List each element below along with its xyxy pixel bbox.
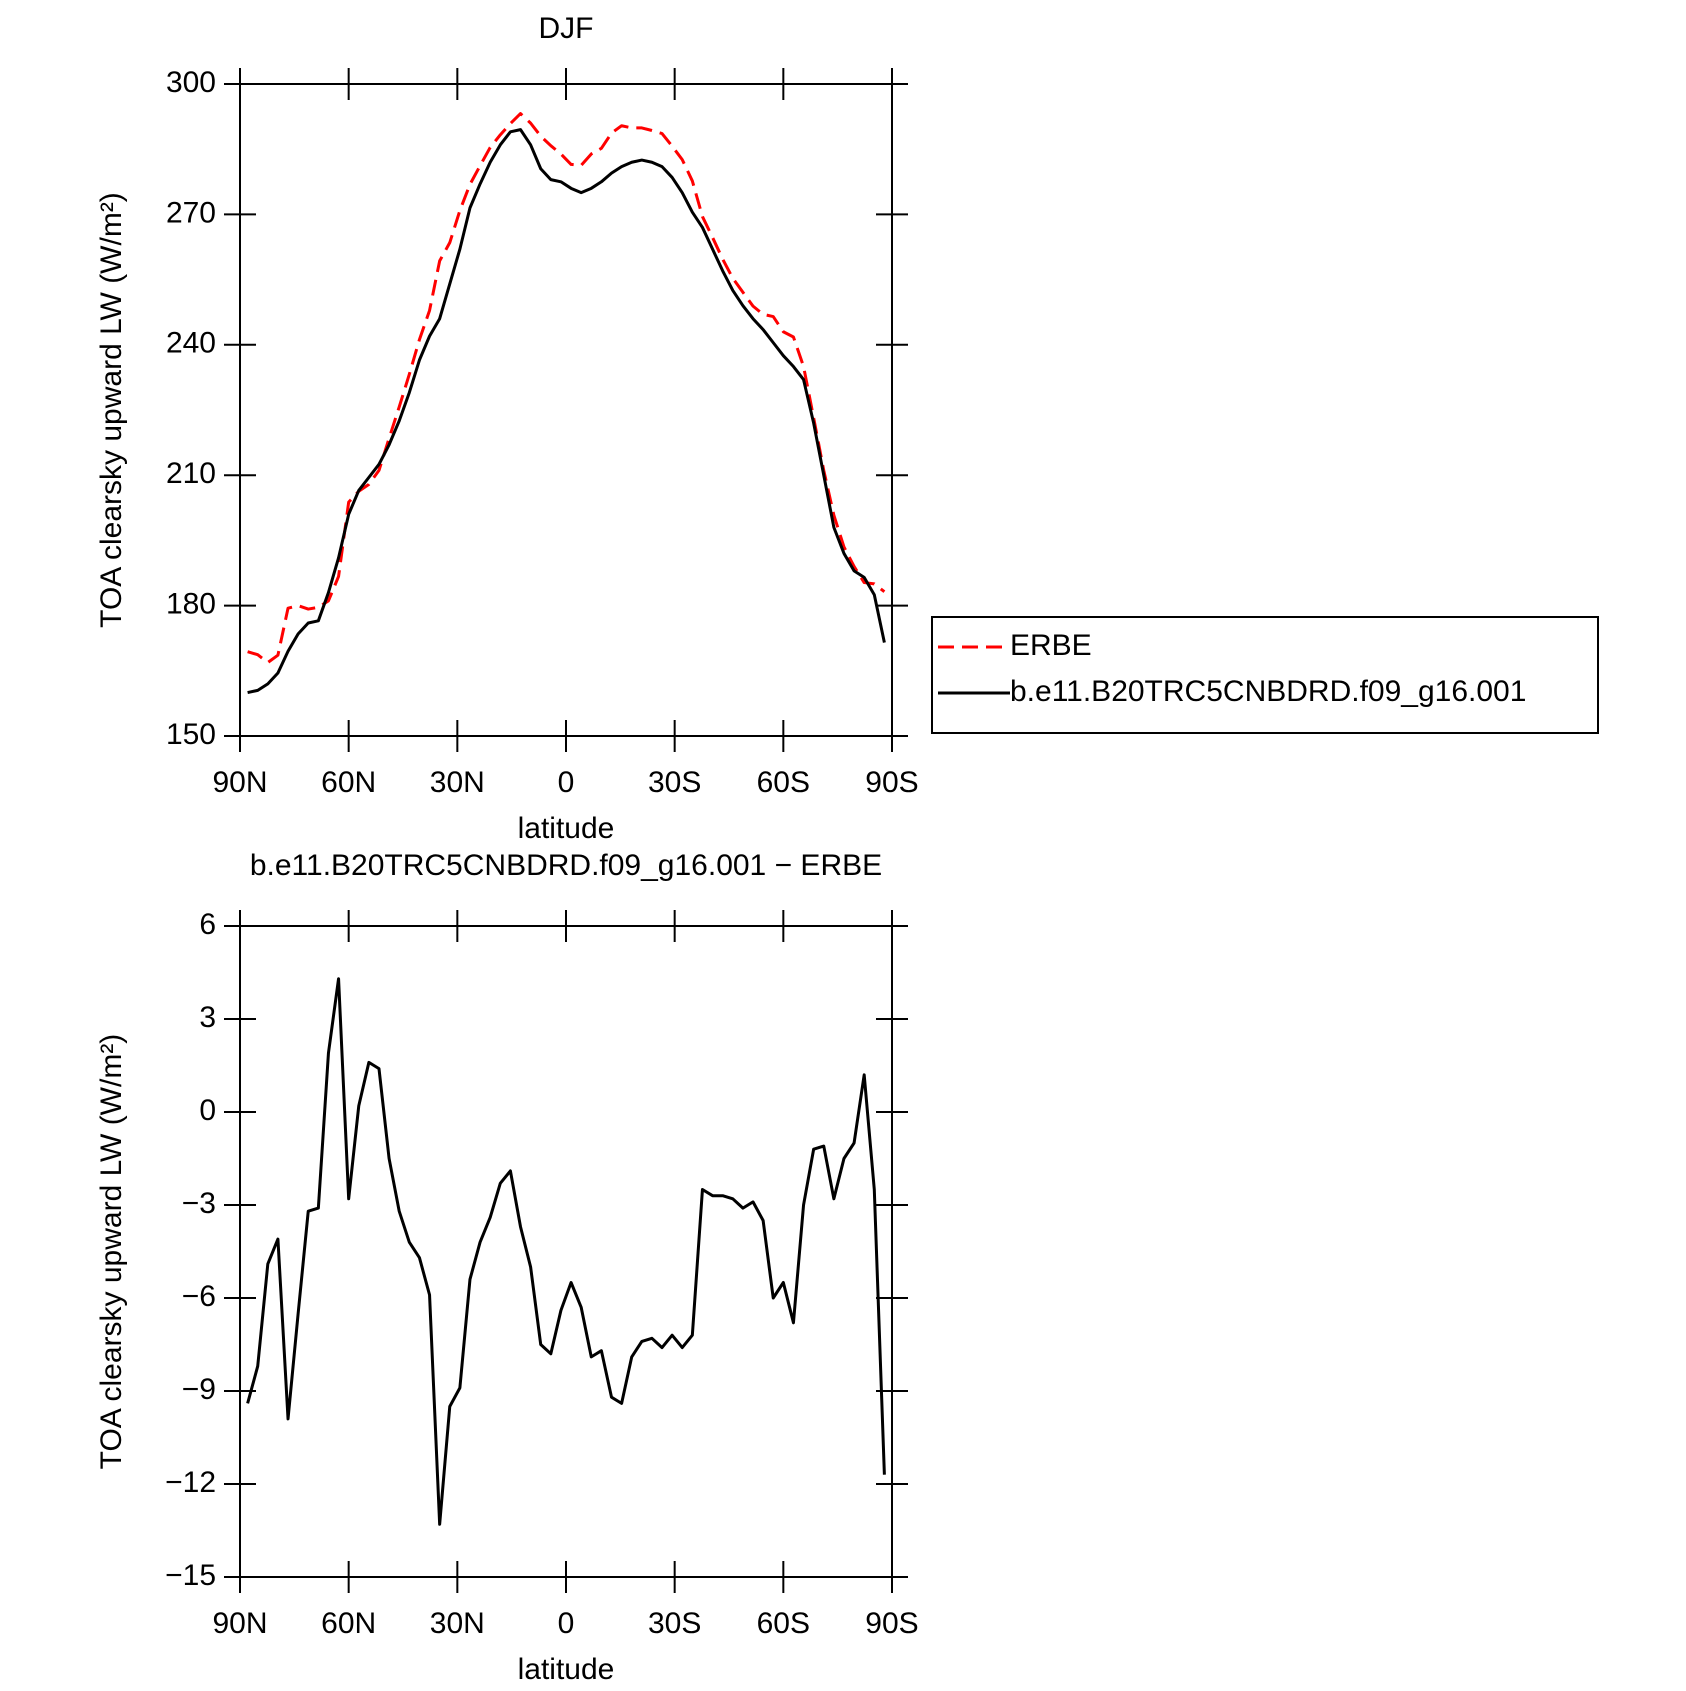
legend-box (931, 616, 1599, 734)
x-tick-label: 60N (321, 766, 376, 799)
plot-frame (239, 925, 893, 1578)
x-tick-label: 90S (865, 766, 918, 799)
plot: b.e11.B20TRC5CNBDRD.f09_g16.001 − ERBE −1… (95, 849, 919, 1686)
data-line (247, 112, 886, 665)
y-tick-label: −6 (182, 1280, 216, 1313)
y-tick-label: 3 (199, 1001, 216, 1034)
x-tick-label: 90S (865, 1607, 918, 1640)
y-tick-label: 6 (199, 908, 216, 941)
x-tick-label: 30N (430, 1607, 485, 1640)
x-axis-label: latitude (518, 812, 615, 845)
x-tick-label: 90N (212, 766, 267, 799)
y-tick-label: −15 (165, 1559, 216, 1592)
plot-frame (239, 83, 893, 737)
x-tick-label: 0 (558, 1607, 575, 1640)
x-tick-label: 30S (648, 1607, 701, 1640)
y-tick-label: 180 (166, 588, 216, 621)
y-tick-label: 210 (166, 457, 216, 490)
plot: DJF 150 180 210 240 270 300 90N 60N 30N 0 30S 60S 90S… (95, 12, 1599, 845)
y-tick-label: 300 (166, 66, 216, 99)
legend-label: b.e11.B20TRC5CNBDRD.f09_g16.001 (1010, 675, 1526, 708)
y-tick-label: −9 (182, 1373, 216, 1406)
y-tick-label: −12 (165, 1466, 216, 1499)
x-axis-label: latitude (518, 1653, 615, 1686)
x-tick-label: 30N (430, 766, 485, 799)
x-tick-label: 60N (321, 1607, 376, 1640)
x-tick-label: 30S (648, 766, 701, 799)
chart-title: DJF (539, 12, 594, 45)
y-tick-label: −3 (182, 1187, 216, 1220)
legend: ERBE b.e11.B20TRC5CNBDRD.f09_g16.001 (931, 616, 1599, 734)
x-tick-label: 0 (558, 766, 575, 799)
y-tick-label: 150 (166, 718, 216, 751)
x-tick-label: 90N (212, 1607, 267, 1640)
y-axis-label: TOA clearsky upward LW (W/m²) (95, 1034, 128, 1470)
data-line (246, 977, 886, 1526)
y-tick-label: 240 (166, 327, 216, 360)
data-line (247, 128, 886, 694)
y-tick-label: 0 (199, 1094, 216, 1127)
x-tick-label: 60S (757, 766, 810, 799)
y-tick-label: 270 (166, 196, 216, 229)
x-tick-label: 60S (757, 1607, 810, 1640)
y-axis-label: TOA clearsky upward LW (W/m²) (95, 192, 128, 628)
chart-title: b.e11.B20TRC5CNBDRD.f09_g16.001 − ERBE (250, 849, 882, 882)
legend-label: ERBE (1010, 629, 1092, 662)
